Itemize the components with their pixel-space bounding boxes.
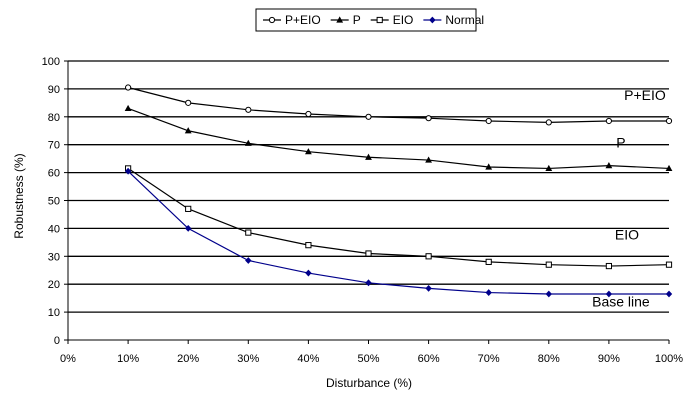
annotations: P+EIO P EIO Base line bbox=[592, 87, 666, 309]
data-point bbox=[485, 163, 493, 170]
x-tick-label: 60% bbox=[418, 353, 440, 365]
series-normal bbox=[124, 167, 673, 298]
annotation-label: Base line bbox=[592, 294, 650, 310]
data-point bbox=[665, 117, 673, 125]
data-point bbox=[245, 257, 252, 264]
y-tick-label: 30 bbox=[48, 251, 60, 263]
data-point bbox=[485, 117, 492, 125]
legend-marker bbox=[336, 16, 344, 23]
data-point bbox=[305, 242, 312, 249]
data-point bbox=[245, 106, 252, 113]
data-point bbox=[545, 119, 552, 126]
y-tick-label: 70 bbox=[48, 140, 60, 152]
series-line bbox=[127, 170, 669, 295]
data-point bbox=[545, 261, 552, 268]
legend-marker bbox=[268, 16, 276, 24]
data-point bbox=[305, 110, 312, 118]
legend-label: EIO bbox=[393, 13, 414, 27]
data-point bbox=[184, 127, 192, 134]
y-tick-label: 100 bbox=[42, 56, 60, 68]
y-tick-label: 50 bbox=[48, 196, 60, 208]
x-tick-label: 100% bbox=[655, 353, 683, 365]
y-tick-label: 40 bbox=[48, 223, 60, 235]
series-eio bbox=[125, 165, 673, 270]
series-p bbox=[124, 104, 673, 172]
legend-item: EIO bbox=[370, 13, 414, 27]
data-point bbox=[425, 115, 432, 122]
x-tick-label: 10% bbox=[117, 353, 139, 365]
x-axis-label: Disturbance (%) bbox=[326, 376, 412, 390]
legend-item: P+EIO bbox=[263, 13, 321, 27]
x-tick-label: 50% bbox=[357, 353, 379, 365]
y-tick-label: 90 bbox=[48, 84, 60, 96]
legend-item: Normal bbox=[423, 13, 484, 27]
y-tick-label: 60 bbox=[48, 168, 60, 180]
data-point bbox=[244, 139, 252, 146]
y-axis-label: Robustness (%) bbox=[12, 153, 26, 238]
data-point bbox=[245, 229, 252, 236]
data-point bbox=[124, 104, 132, 112]
data-point bbox=[305, 269, 312, 277]
data-point bbox=[665, 164, 673, 172]
data-point bbox=[365, 113, 372, 120]
data-point bbox=[425, 156, 432, 163]
annotation-label: P+EIO bbox=[624, 87, 666, 103]
data-point bbox=[665, 290, 673, 298]
data-point bbox=[485, 258, 492, 265]
data-point bbox=[185, 99, 192, 106]
y-tick-labels: 0 10 20 30 40 50 60 70 80 90 100 bbox=[42, 56, 68, 347]
series-p-eio bbox=[125, 84, 673, 126]
data-point bbox=[185, 225, 192, 232]
x-tick-label: 0% bbox=[60, 353, 76, 365]
data-point bbox=[665, 261, 673, 268]
y-tick-label: 80 bbox=[48, 112, 60, 124]
data-point bbox=[425, 284, 432, 292]
data-point bbox=[124, 167, 132, 175]
data-point bbox=[605, 162, 613, 169]
legend-label: P+EIO bbox=[285, 13, 321, 27]
legend-label: Normal bbox=[445, 13, 484, 27]
data-point bbox=[125, 84, 132, 91]
x-tick-label: 30% bbox=[237, 353, 259, 365]
data-point bbox=[365, 153, 372, 160]
legend-marker bbox=[429, 16, 436, 24]
x-tick-label: 20% bbox=[177, 353, 199, 365]
grid bbox=[68, 60, 669, 313]
legend-marker bbox=[376, 16, 383, 24]
data-point bbox=[365, 250, 372, 257]
data-point bbox=[425, 253, 432, 260]
data-point bbox=[485, 289, 492, 296]
legend: P+EIO P EIO Normal bbox=[255, 8, 484, 32]
annotation-label: P bbox=[616, 134, 625, 150]
series-group bbox=[124, 84, 673, 298]
data-point bbox=[605, 262, 612, 270]
data-point bbox=[365, 279, 372, 287]
data-point bbox=[545, 164, 553, 172]
data-point bbox=[605, 290, 613, 298]
legend-box bbox=[255, 8, 477, 32]
legend-item: P bbox=[330, 13, 361, 27]
y-tick-label: 0 bbox=[54, 335, 60, 347]
x-tick-label: 90% bbox=[598, 353, 620, 365]
data-point bbox=[305, 148, 312, 155]
y-tick-label: 20 bbox=[48, 279, 60, 291]
series-line bbox=[127, 86, 669, 123]
annotation-label: EIO bbox=[615, 227, 639, 243]
x-tick-label: 70% bbox=[478, 353, 500, 365]
x-tick-label: 40% bbox=[297, 353, 319, 365]
x-tick-labels: 0% 10% 20% 30% 40% 50% 60% 70% 80% 90% 100% bbox=[60, 340, 683, 365]
x-tick-label: 80% bbox=[538, 353, 560, 365]
data-point bbox=[545, 290, 552, 298]
series-line bbox=[127, 107, 670, 170]
legend-label: P bbox=[353, 13, 361, 27]
series-line bbox=[127, 167, 670, 267]
data-point bbox=[605, 117, 613, 125]
y-tick-label: 10 bbox=[48, 307, 60, 319]
data-point bbox=[185, 205, 192, 212]
